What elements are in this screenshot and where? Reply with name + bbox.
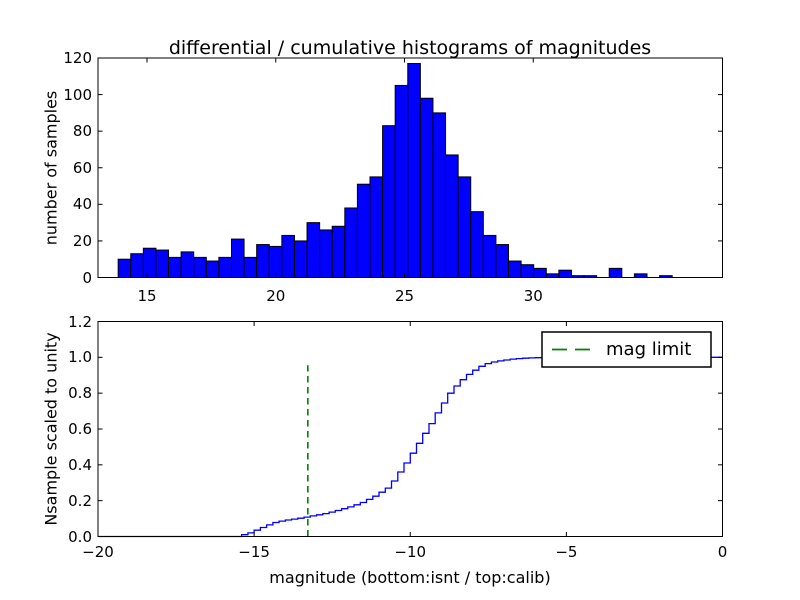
top-plot-ytick-label: 100 (63, 85, 92, 104)
histogram-bar (180, 251, 195, 278)
bottom-plot-ytick-label: 1.0 (68, 348, 92, 367)
top-plot-ytick-label: 0 (82, 268, 92, 287)
histogram-bar (495, 244, 510, 278)
histogram-bar (382, 125, 396, 278)
histogram-bar (558, 269, 572, 278)
axes-frame (97, 57, 723, 278)
bottom-plot-ytick-label: 0.4 (68, 455, 92, 474)
histogram-bar (168, 256, 182, 279)
histogram-bar (268, 245, 283, 278)
histogram-bar (633, 273, 648, 279)
histogram-bar (218, 256, 232, 279)
histogram-bar (394, 84, 409, 278)
top-plot-ytick-label: 20 (72, 231, 92, 250)
histogram-bar (432, 112, 447, 278)
histogram-bar (445, 154, 459, 278)
histogram-bar (306, 222, 321, 278)
bottom-plot-ytick-label: 0.8 (68, 384, 92, 403)
histogram-bar (520, 264, 535, 278)
histogram-bar (369, 176, 384, 278)
histogram-bar (130, 253, 144, 279)
bottom-plot-ytick-label: 1.2 (68, 312, 92, 331)
top-plot-xtick-label: 25 (394, 287, 415, 305)
bottom-plot-xtick-label: −20 (82, 543, 114, 561)
legend-box (541, 331, 712, 368)
bottom-plot-xtick-label: −10 (394, 543, 427, 561)
histogram-bar (243, 256, 258, 279)
histogram-bar (155, 249, 170, 278)
histogram-bar (356, 183, 371, 278)
top-plot-ytick-label: 40 (72, 195, 92, 214)
bottom-plot-xtick-label: 0 (717, 543, 728, 561)
top-plot-xtick-label: 15 (137, 287, 157, 305)
axes-frame (97, 321, 723, 537)
histogram-bar (344, 207, 358, 278)
histogram-bar (230, 238, 245, 278)
histogram-bar (117, 258, 132, 279)
top-plot-ytick-label: 120 (63, 49, 92, 67)
bottom-plot-xtick-label: −5 (555, 543, 578, 561)
top-plot-xtick-label: 20 (266, 287, 286, 305)
histogram-bar (470, 211, 484, 278)
histogram-bar (508, 260, 522, 279)
histogram-bar (331, 225, 346, 279)
histogram-bar (608, 267, 623, 278)
top-plot-ytick-label: 60 (72, 158, 92, 177)
histogram-bar (193, 256, 207, 279)
figure-title: differential / cumulative histograms of … (168, 37, 652, 59)
x-axis-label: magnitude (bottom:isnt / top:calib) (269, 568, 551, 587)
histogram-bar (319, 229, 333, 278)
histogram-bar (419, 97, 434, 278)
legend-entry-label: mag limit (606, 339, 692, 360)
histogram-bar (407, 62, 421, 278)
top-plot-ytick-label: 80 (72, 122, 92, 141)
histogram-bar (545, 273, 560, 279)
histogram-bar (482, 234, 497, 279)
histogram-bar (533, 267, 547, 278)
bottom-plot-xtick-label: −15 (238, 543, 270, 561)
histogram-bar (457, 176, 472, 278)
histogram-bar (205, 260, 220, 279)
histogram-bar (142, 247, 157, 279)
bottom-plot-ytick-label: 0.2 (68, 491, 92, 510)
bottom-plot-ytick-label: 0.0 (68, 527, 92, 546)
histogram-bar (293, 240, 308, 279)
cumulative-curve (98, 356, 723, 538)
histogram-bar (281, 234, 295, 279)
histogram-bar (256, 244, 270, 278)
top-plot-xtick-label: 30 (523, 287, 543, 305)
bottom-plot-ytick-label: 0.6 (68, 420, 92, 438)
